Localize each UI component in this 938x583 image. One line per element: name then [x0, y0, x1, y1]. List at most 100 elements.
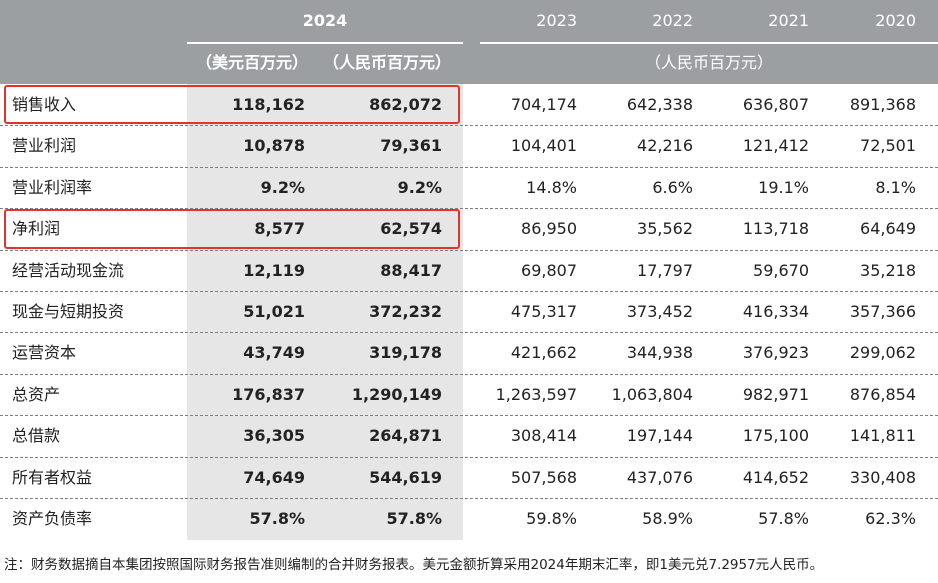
row-separator	[0, 332, 938, 334]
value-2024-rmb: 79,361	[380, 136, 442, 156]
row-separator	[0, 415, 938, 417]
header-divider-history	[480, 42, 938, 44]
value-2024-rmb: 57.8%	[386, 509, 442, 528]
row-label: 销售收入	[12, 95, 77, 114]
value-2024-usd: 51,021	[243, 302, 305, 321]
value-2020: 141,811	[849, 426, 916, 446]
value-2021: 416,334	[742, 302, 809, 321]
table-row: 总资产 176,837 1,290,149 1,263,597 1,063,804 982…	[0, 374, 938, 415]
value-2023: 1,263,597	[495, 384, 577, 404]
header-year-2022: 2022	[652, 11, 693, 30]
value-2024-usd: 43,749	[243, 343, 305, 363]
value-2023: 308,414	[510, 426, 577, 446]
value-2024-usd: 10,878	[243, 136, 305, 156]
table-row: 资产负债率 57.8% 57.8% 59.8% 58.9% 57.8% 62.3%	[0, 498, 938, 539]
value-2021: 376,923	[742, 343, 809, 363]
header-year-2023: 2023	[536, 11, 577, 30]
row-separator	[0, 208, 938, 210]
row-label: 总借款	[12, 426, 61, 446]
value-2023: 704,174	[510, 95, 577, 114]
value-2022: 344,938	[626, 343, 693, 363]
value-2024-rmb: 264,871	[369, 426, 442, 446]
value-2024-rmb: 319,178	[369, 343, 442, 363]
value-2022: 58.9%	[642, 509, 693, 528]
value-2023: 59.8%	[526, 509, 577, 528]
table-row: 营业利润 10,878 79,361 104,401 42,216 121,412 72,5…	[0, 125, 938, 166]
value-2021: 121,412	[742, 136, 809, 156]
row-separator	[0, 166, 938, 168]
column-2024-highlight	[187, 84, 463, 540]
value-2022: 17,797	[637, 260, 693, 280]
table-row: 所有者权益 74,649 544,619 507,568 437,076 414,652 3…	[0, 457, 938, 498]
table-row: 运营资本 43,749 319,178 421,662 344,938 376,923 29…	[0, 332, 938, 373]
value-2024-usd: 74,649	[243, 467, 305, 487]
row-label: 经营活动现金流	[12, 260, 125, 280]
row-separator	[0, 291, 938, 292]
value-2021: 982,971	[742, 384, 809, 404]
footnote: 注：财务数据摘自本集团按照国际财务报告准则编制的合并财务报表。美元金额折算采用2…	[4, 557, 824, 573]
row-label: 运营资本	[12, 343, 77, 363]
highlight-box	[4, 85, 460, 125]
value-2020: 62.3%	[865, 509, 916, 528]
row-label: 营业利润	[12, 136, 77, 156]
header-unit-usd: （美元百万元）	[196, 53, 309, 72]
header-year-2024: 2024	[302, 11, 348, 30]
value-2020: 72,501	[860, 136, 916, 156]
table-row: 营业利润率 9.2% 9.2% 14.8% 6.6% 19.1% 8.1%	[0, 167, 938, 208]
value-2020: 35,218	[860, 260, 916, 280]
row-label: 所有者权益	[12, 467, 93, 487]
value-2022: 197,144	[626, 426, 693, 446]
value-2024-usd: 118,162	[232, 95, 305, 114]
header-unit-rmb-history: （人民币百万元）	[644, 53, 773, 72]
value-2022: 642,338	[626, 95, 693, 114]
row-label: 资产负债率	[12, 509, 93, 528]
value-2021: 414,652	[742, 467, 809, 487]
row-label: 净利润	[12, 219, 61, 239]
table-row: 现金与短期投资 51,021 372,232 475,317 373,452 416,33…	[0, 291, 938, 332]
value-2021: 175,100	[742, 426, 809, 446]
table-row: 销售收入 118,162 862,072 704,174 642,338 636,807 8…	[0, 84, 938, 125]
row-label: 总资产	[12, 384, 61, 404]
header-divider-2024	[187, 42, 463, 44]
value-2024-usd: 176,837	[232, 384, 305, 404]
value-2020: 330,408	[849, 467, 916, 487]
value-2024-rmb: 88,417	[380, 260, 442, 280]
value-2024-usd: 8,577	[254, 219, 305, 239]
value-2024-rmb: 1,290,149	[351, 384, 442, 404]
value-2023: 14.8%	[526, 177, 577, 197]
row-separator	[0, 456, 938, 458]
table-row: 总借款 36,305 264,871 308,414 197,144 175,100 141…	[0, 415, 938, 456]
value-2020: 891,368	[849, 95, 916, 114]
value-2024-rmb: 372,232	[369, 302, 442, 321]
value-2023: 104,401	[510, 136, 577, 156]
value-2024-usd: 9.2%	[260, 177, 305, 197]
value-2021: 59,670	[753, 260, 809, 280]
value-2020: 357,366	[849, 302, 916, 321]
row-separator	[0, 498, 938, 499]
value-2021: 113,718	[742, 219, 809, 239]
value-2023: 421,662	[510, 343, 577, 363]
value-2021: 19.1%	[758, 177, 809, 197]
value-2022: 373,452	[626, 302, 693, 321]
value-2021: 57.8%	[758, 509, 809, 528]
table-row: 净利润 8,577 62,574 86,950 35,562 113,718 64,649	[0, 208, 938, 249]
value-2024-usd: 36,305	[243, 426, 305, 446]
header-year-2021: 2021	[768, 11, 809, 30]
value-2024-rmb: 62,574	[380, 219, 442, 239]
value-2021: 636,807	[742, 95, 809, 114]
value-2022: 6.6%	[652, 177, 693, 197]
value-2022: 437,076	[626, 467, 693, 487]
value-2024-usd: 57.8%	[249, 509, 305, 528]
value-2023: 86,950	[521, 219, 577, 239]
value-2023: 475,317	[510, 302, 577, 321]
value-2020: 299,062	[849, 343, 916, 363]
value-2022: 1,063,804	[611, 384, 693, 404]
value-2024-rmb: 544,619	[369, 467, 442, 487]
row-separator	[0, 125, 938, 127]
value-2023: 69,807	[521, 260, 577, 280]
highlight-box	[4, 209, 460, 249]
header-unit-rmb-2024: （人民币百万元）	[323, 53, 452, 72]
value-2020: 64,649	[860, 219, 916, 239]
value-2020: 876,854	[849, 384, 916, 404]
